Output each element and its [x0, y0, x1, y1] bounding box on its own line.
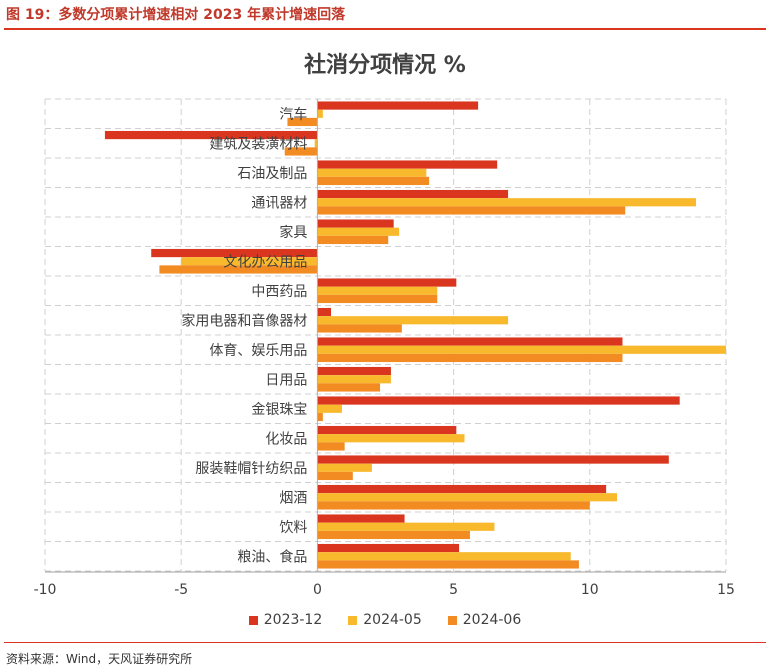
bar-2024-06 — [317, 501, 590, 510]
category-label: 家用电器和音像器材 — [181, 312, 307, 329]
bar-2024-05 — [317, 434, 465, 443]
category-label: 家具 — [279, 224, 307, 241]
bar-2024-05 — [317, 227, 400, 236]
category-label: 烟酒 — [279, 490, 307, 506]
bar-2023-12 — [151, 248, 318, 258]
legend-label: 2024-06 — [462, 612, 522, 628]
bar-2024-06 — [317, 412, 323, 422]
bar-2023-12 — [317, 278, 457, 287]
bar-2024-06 — [317, 353, 623, 363]
category-label: 日用品 — [265, 372, 307, 388]
legend-label: 2023-12 — [263, 612, 323, 628]
bar-2024-06 — [317, 235, 389, 245]
bar-2024-06 — [317, 442, 345, 451]
x-tick-label: 5 — [449, 582, 458, 598]
category-label: 中西药品 — [251, 284, 307, 300]
category-label: 金银珠宝 — [251, 402, 307, 418]
category-label: 汽车 — [279, 106, 307, 123]
x-tick-label: 15 — [717, 582, 735, 598]
bar-2023-12 — [317, 455, 669, 464]
bar-2024-06 — [284, 147, 318, 156]
legend-swatch — [248, 615, 258, 625]
x-tick-label: -5 — [174, 582, 188, 598]
category-label: 通讯器材 — [251, 195, 307, 211]
bar-2023-12 — [317, 101, 479, 110]
legend-item: 2024-06 — [447, 612, 522, 628]
bar-2023-12 — [317, 160, 498, 169]
bar-2024-05 — [317, 316, 509, 325]
bar-2024-06 — [317, 206, 626, 215]
bar-2023-12 — [317, 307, 332, 317]
bar-2024-06 — [287, 117, 318, 127]
bar-2024-06 — [317, 530, 470, 540]
legend-item: 2024-05 — [348, 612, 422, 628]
bar-2024-05 — [317, 286, 438, 295]
category-label: 化妆品 — [265, 431, 307, 447]
bar-2024-05 — [317, 404, 342, 413]
bar-2024-05 — [314, 139, 318, 148]
figure-title: 图 19：多数分项累计增速相对 2023 年累计增速回落 — [6, 7, 346, 23]
bar-2023-12 — [317, 396, 680, 405]
x-tick-label: -10 — [34, 582, 57, 598]
legend-item: 2023-12 — [248, 612, 323, 628]
bar-2024-05 — [317, 345, 726, 354]
legend-swatch — [447, 615, 457, 625]
bar-2024-06 — [317, 324, 402, 333]
category-label: 体育、娱乐用品 — [209, 343, 307, 359]
bar-2023-12 — [317, 484, 607, 494]
bar-2024-05 — [317, 493, 618, 502]
bar-2023-12 — [317, 337, 623, 346]
bar-2024-05 — [317, 522, 495, 531]
category-label: 建筑及装潢材料 — [209, 136, 307, 152]
bar-2024-06 — [317, 560, 579, 569]
bar-2023-12 — [317, 189, 509, 199]
bar-2024-06 — [317, 383, 381, 392]
category-label: 文化办公用品 — [223, 254, 307, 270]
bar-2023-12 — [104, 130, 318, 140]
category-label: 粮油、食品 — [237, 548, 307, 565]
bar-2024-06 — [317, 294, 438, 304]
bar-2023-12 — [317, 425, 457, 435]
legend-swatch — [348, 615, 358, 625]
bar-2024-06 — [159, 265, 318, 274]
category-label: 饮料 — [279, 520, 307, 536]
bar-2024-05 — [317, 552, 571, 561]
bar-2023-12 — [317, 219, 394, 228]
footer-rule — [4, 642, 766, 643]
bar-2024-06 — [317, 471, 353, 481]
legend-label: 2024-05 — [363, 612, 422, 628]
category-label: 石油及制品 — [237, 166, 307, 182]
bar-2023-12 — [317, 543, 460, 553]
bar-2023-12 — [317, 366, 391, 376]
category-label: 服装鞋帽针纺织品 — [195, 461, 307, 477]
header-rule — [4, 28, 766, 30]
chart-legend: 2023-12 2024-05 2024-06 — [0, 612, 770, 628]
bar-2024-05 — [317, 463, 372, 472]
x-tick-label: 0 — [313, 582, 322, 598]
chart-title: 社消分项情况 % — [304, 53, 466, 78]
bar-2024-06 — [317, 176, 430, 186]
bar-2024-05 — [181, 257, 318, 266]
source-note: 资料来源：Wind，天风证券研究所 — [6, 652, 193, 666]
x-tick-label: 10 — [581, 582, 599, 598]
bar-2024-05 — [317, 109, 323, 118]
bar-2023-12 — [317, 514, 405, 523]
bar-2024-05 — [317, 198, 697, 207]
bar-2024-05 — [317, 168, 427, 177]
bar-2024-05 — [317, 375, 391, 384]
